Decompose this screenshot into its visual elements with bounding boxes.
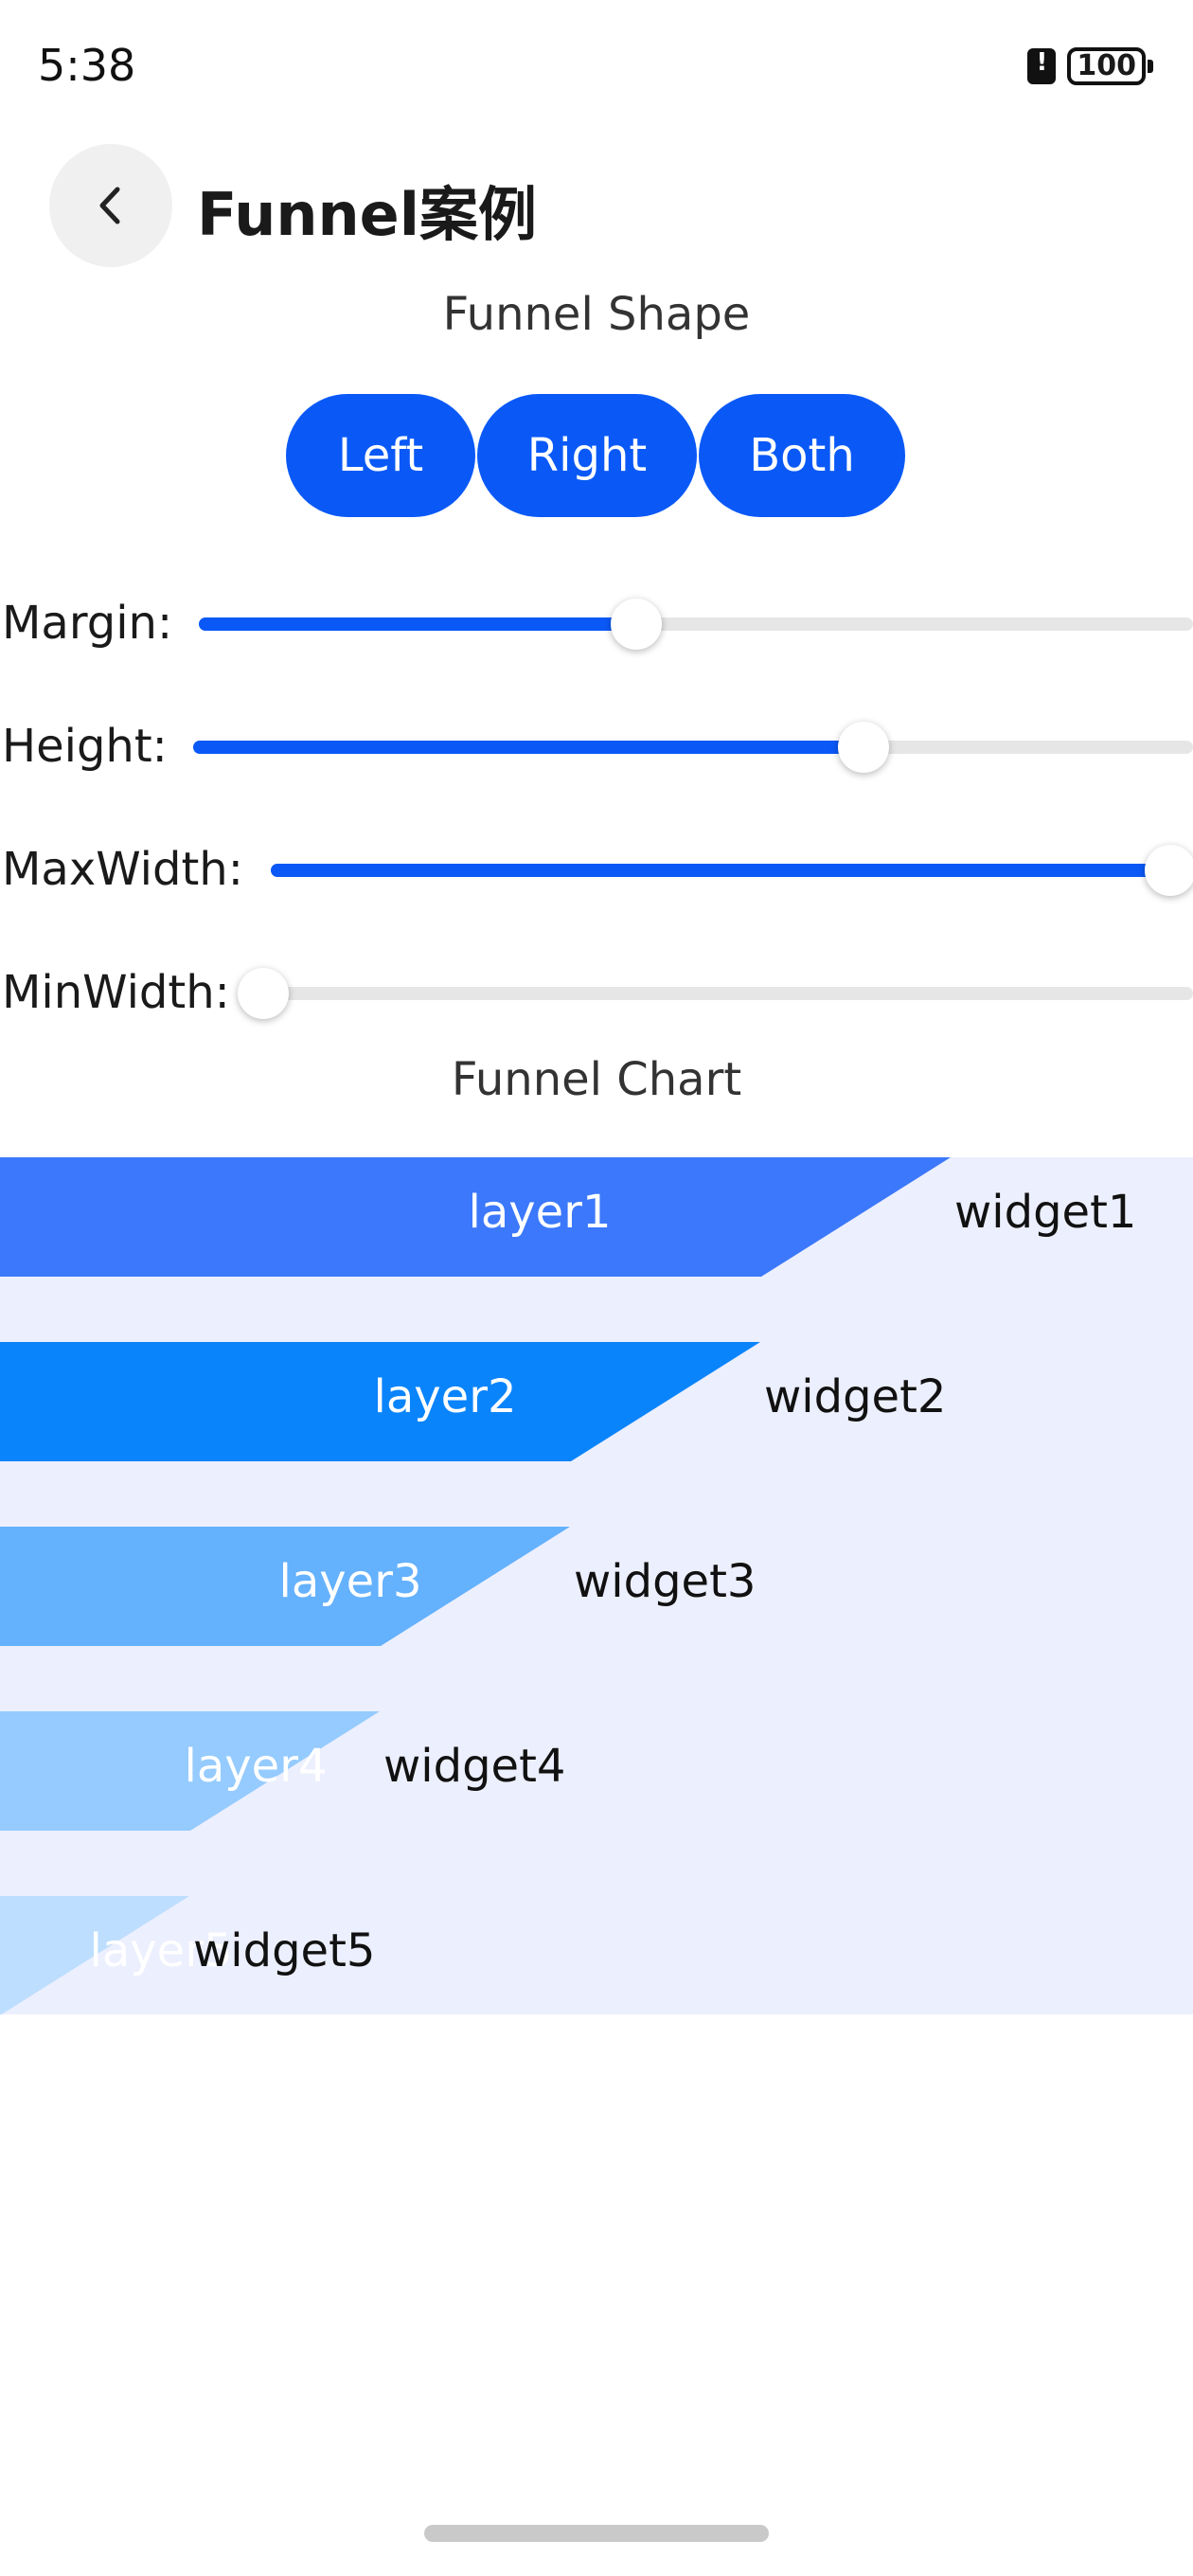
battery-tip: [1148, 60, 1153, 73]
height-slider-thumb[interactable]: [837, 722, 889, 773]
funnel-layer-5[interactable]: [0, 1896, 189, 2014]
height-slider[interactable]: [193, 722, 1193, 773]
funnel-layer-label: layer4: [184, 1740, 328, 1793]
funnel-layer-4[interactable]: [0, 1711, 380, 1831]
max-width-slider[interactable]: [271, 845, 1193, 896]
max-width-label: MaxWidth:: [2, 843, 243, 896]
funnel-layer-3[interactable]: [0, 1527, 570, 1646]
funnel-widget-label: widget1: [954, 1186, 1137, 1239]
min-width-slider[interactable]: [238, 968, 1193, 1019]
funnel-shape-title: Funnel Shape: [442, 288, 751, 341]
shape-button-group: Left Right Both: [286, 394, 905, 517]
chevron-left-icon: [99, 187, 120, 224]
right-button[interactable]: Right: [477, 394, 697, 517]
left-button[interactable]: Left: [286, 394, 475, 517]
funnel-chart: layer1 widget1 layer2 widget2 layer3 widget3 l…: [0, 1157, 1193, 2014]
page-title: Funnel案例: [197, 180, 537, 249]
funnel-layer-label: layer2: [373, 1370, 517, 1423]
margin-slider[interactable]: [199, 599, 1193, 650]
home-indicator[interactable]: [424, 2525, 769, 2542]
funnel-widget-label: widget4: [383, 1740, 566, 1793]
funnel-widget-label: widget3: [574, 1555, 757, 1608]
min-width-label: MinWidth:: [2, 966, 230, 1019]
funnel-layer-1[interactable]: [0, 1157, 951, 1277]
sim-alert-icon: [1027, 48, 1057, 84]
margin-slider-fill: [199, 617, 636, 631]
funnel-widget-label: widget5: [193, 1924, 376, 1977]
funnel-layer-label: layer5: [89, 1924, 233, 1977]
funnel-svg: [0, 1157, 951, 2014]
funnel-chart-title: Funnel Chart: [451, 1053, 742, 1106]
funnel-layer-label: layer3: [278, 1555, 422, 1608]
both-button[interactable]: Both: [699, 394, 905, 517]
margin-label: Margin:: [2, 597, 173, 650]
max-width-slider-fill: [271, 864, 1170, 877]
height-slider-fill: [193, 741, 864, 754]
min-width-slider-thumb[interactable]: [238, 968, 289, 1019]
status-icons: 100: [1027, 47, 1153, 85]
status-time: 5:38: [38, 40, 136, 91]
funnel-layer-label: layer1: [468, 1186, 612, 1239]
battery-icon: 100: [1067, 47, 1146, 85]
back-button[interactable]: [49, 144, 172, 267]
funnel-widget-label: widget2: [764, 1370, 947, 1423]
height-label: Height:: [2, 720, 168, 773]
max-width-slider-thumb[interactable]: [1145, 845, 1193, 896]
funnel-layer-2[interactable]: [0, 1342, 760, 1461]
margin-slider-thumb[interactable]: [611, 599, 662, 650]
